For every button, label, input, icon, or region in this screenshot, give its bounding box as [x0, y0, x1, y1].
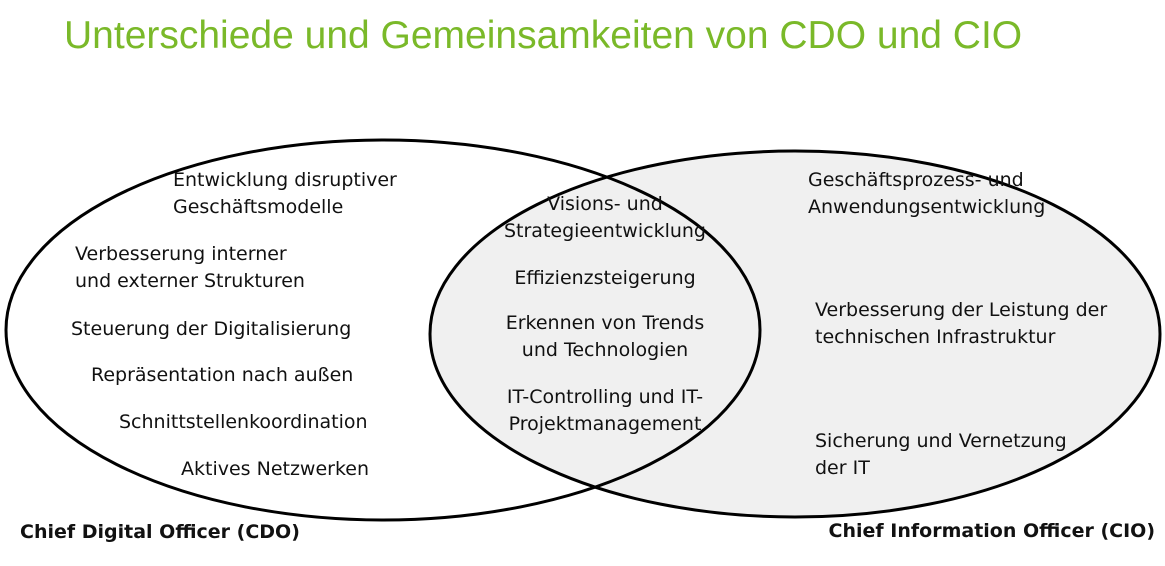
page-title: Unterschiede und Gemeinsamkeiten von CDO… — [64, 14, 1023, 57]
shared-item-strategy: Visions- und Strategieentwicklung — [495, 191, 715, 245]
cdo-item-representation: Repräsentation nach außen — [91, 362, 353, 389]
cdo-item-networking: Aktives Netzwerken — [181, 456, 369, 483]
cdo-item-line: Aktives Netzwerken — [181, 458, 370, 480]
shared-item-trends: Erkennen von Trends und Technologien — [495, 310, 715, 364]
cio-caption: Chief Information Officer (CIO) — [828, 520, 1155, 542]
shared-item-line: Visions- und — [547, 193, 663, 215]
cdo-item-line: Entwicklung disruptiver — [173, 169, 397, 191]
cdo-item-digitalization: Steuerung der Digitalisierung — [71, 316, 351, 343]
shared-item-line: Projektmanagement — [508, 413, 702, 435]
cdo-item-disruptive-business-models: Entwicklung disruptiver Geschäftsmodelle — [173, 167, 397, 221]
shared-item-line: Strategieentwicklung — [503, 220, 706, 242]
shared-item-line: und Technologien — [521, 339, 689, 361]
cdo-item-line: Verbesserung interner — [75, 243, 287, 265]
cio-item-it-security: Sicherung und Vernetzung der IT — [815, 428, 1067, 482]
cio-item-line: der IT — [815, 457, 870, 479]
cdo-item-line: Steuerung der Digitalisierung — [71, 318, 352, 340]
cio-item-line: Geschäftsprozess- und — [808, 169, 1024, 191]
cio-item-line: Verbesserung der Leistung der — [815, 299, 1108, 321]
cio-item-infrastructure: Verbesserung der Leistung der technische… — [815, 297, 1107, 351]
shared-item-efficiency: Effizienzsteigerung — [495, 265, 715, 292]
shared-item-it-controlling: IT-Controlling und IT- Projektmanagement — [495, 384, 715, 438]
cdo-item-line: Repräsentation nach außen — [91, 364, 354, 386]
cio-item-line: technischen Infrastruktur — [815, 326, 1056, 348]
cio-item-line: Sicherung und Vernetzung — [815, 430, 1067, 452]
cdo-item-line: und externer Strukturen — [75, 270, 305, 292]
overlap-region — [430, 151, 760, 517]
cdo-caption: Chief Digital Officer (CDO) — [20, 521, 300, 543]
cdo-item-line: Geschäftsmodelle — [173, 196, 344, 218]
shared-item-line: Erkennen von Trends — [505, 312, 705, 334]
cdo-item-interface-coordination: Schnittstellenkoordination — [119, 409, 368, 436]
cdo-item-structures: Verbesserung interner und externer Struk… — [75, 241, 305, 295]
shared-item-line: Effizienzsteigerung — [514, 267, 696, 289]
cdo-item-line: Schnittstellenkoordination — [119, 411, 368, 433]
shared-item-line: IT-Controlling und IT- — [506, 386, 704, 408]
cio-item-line: Anwendungsentwicklung — [808, 196, 1046, 218]
cio-item-business-process: Geschäftsprozess- und Anwendungsentwickl… — [808, 167, 1045, 221]
